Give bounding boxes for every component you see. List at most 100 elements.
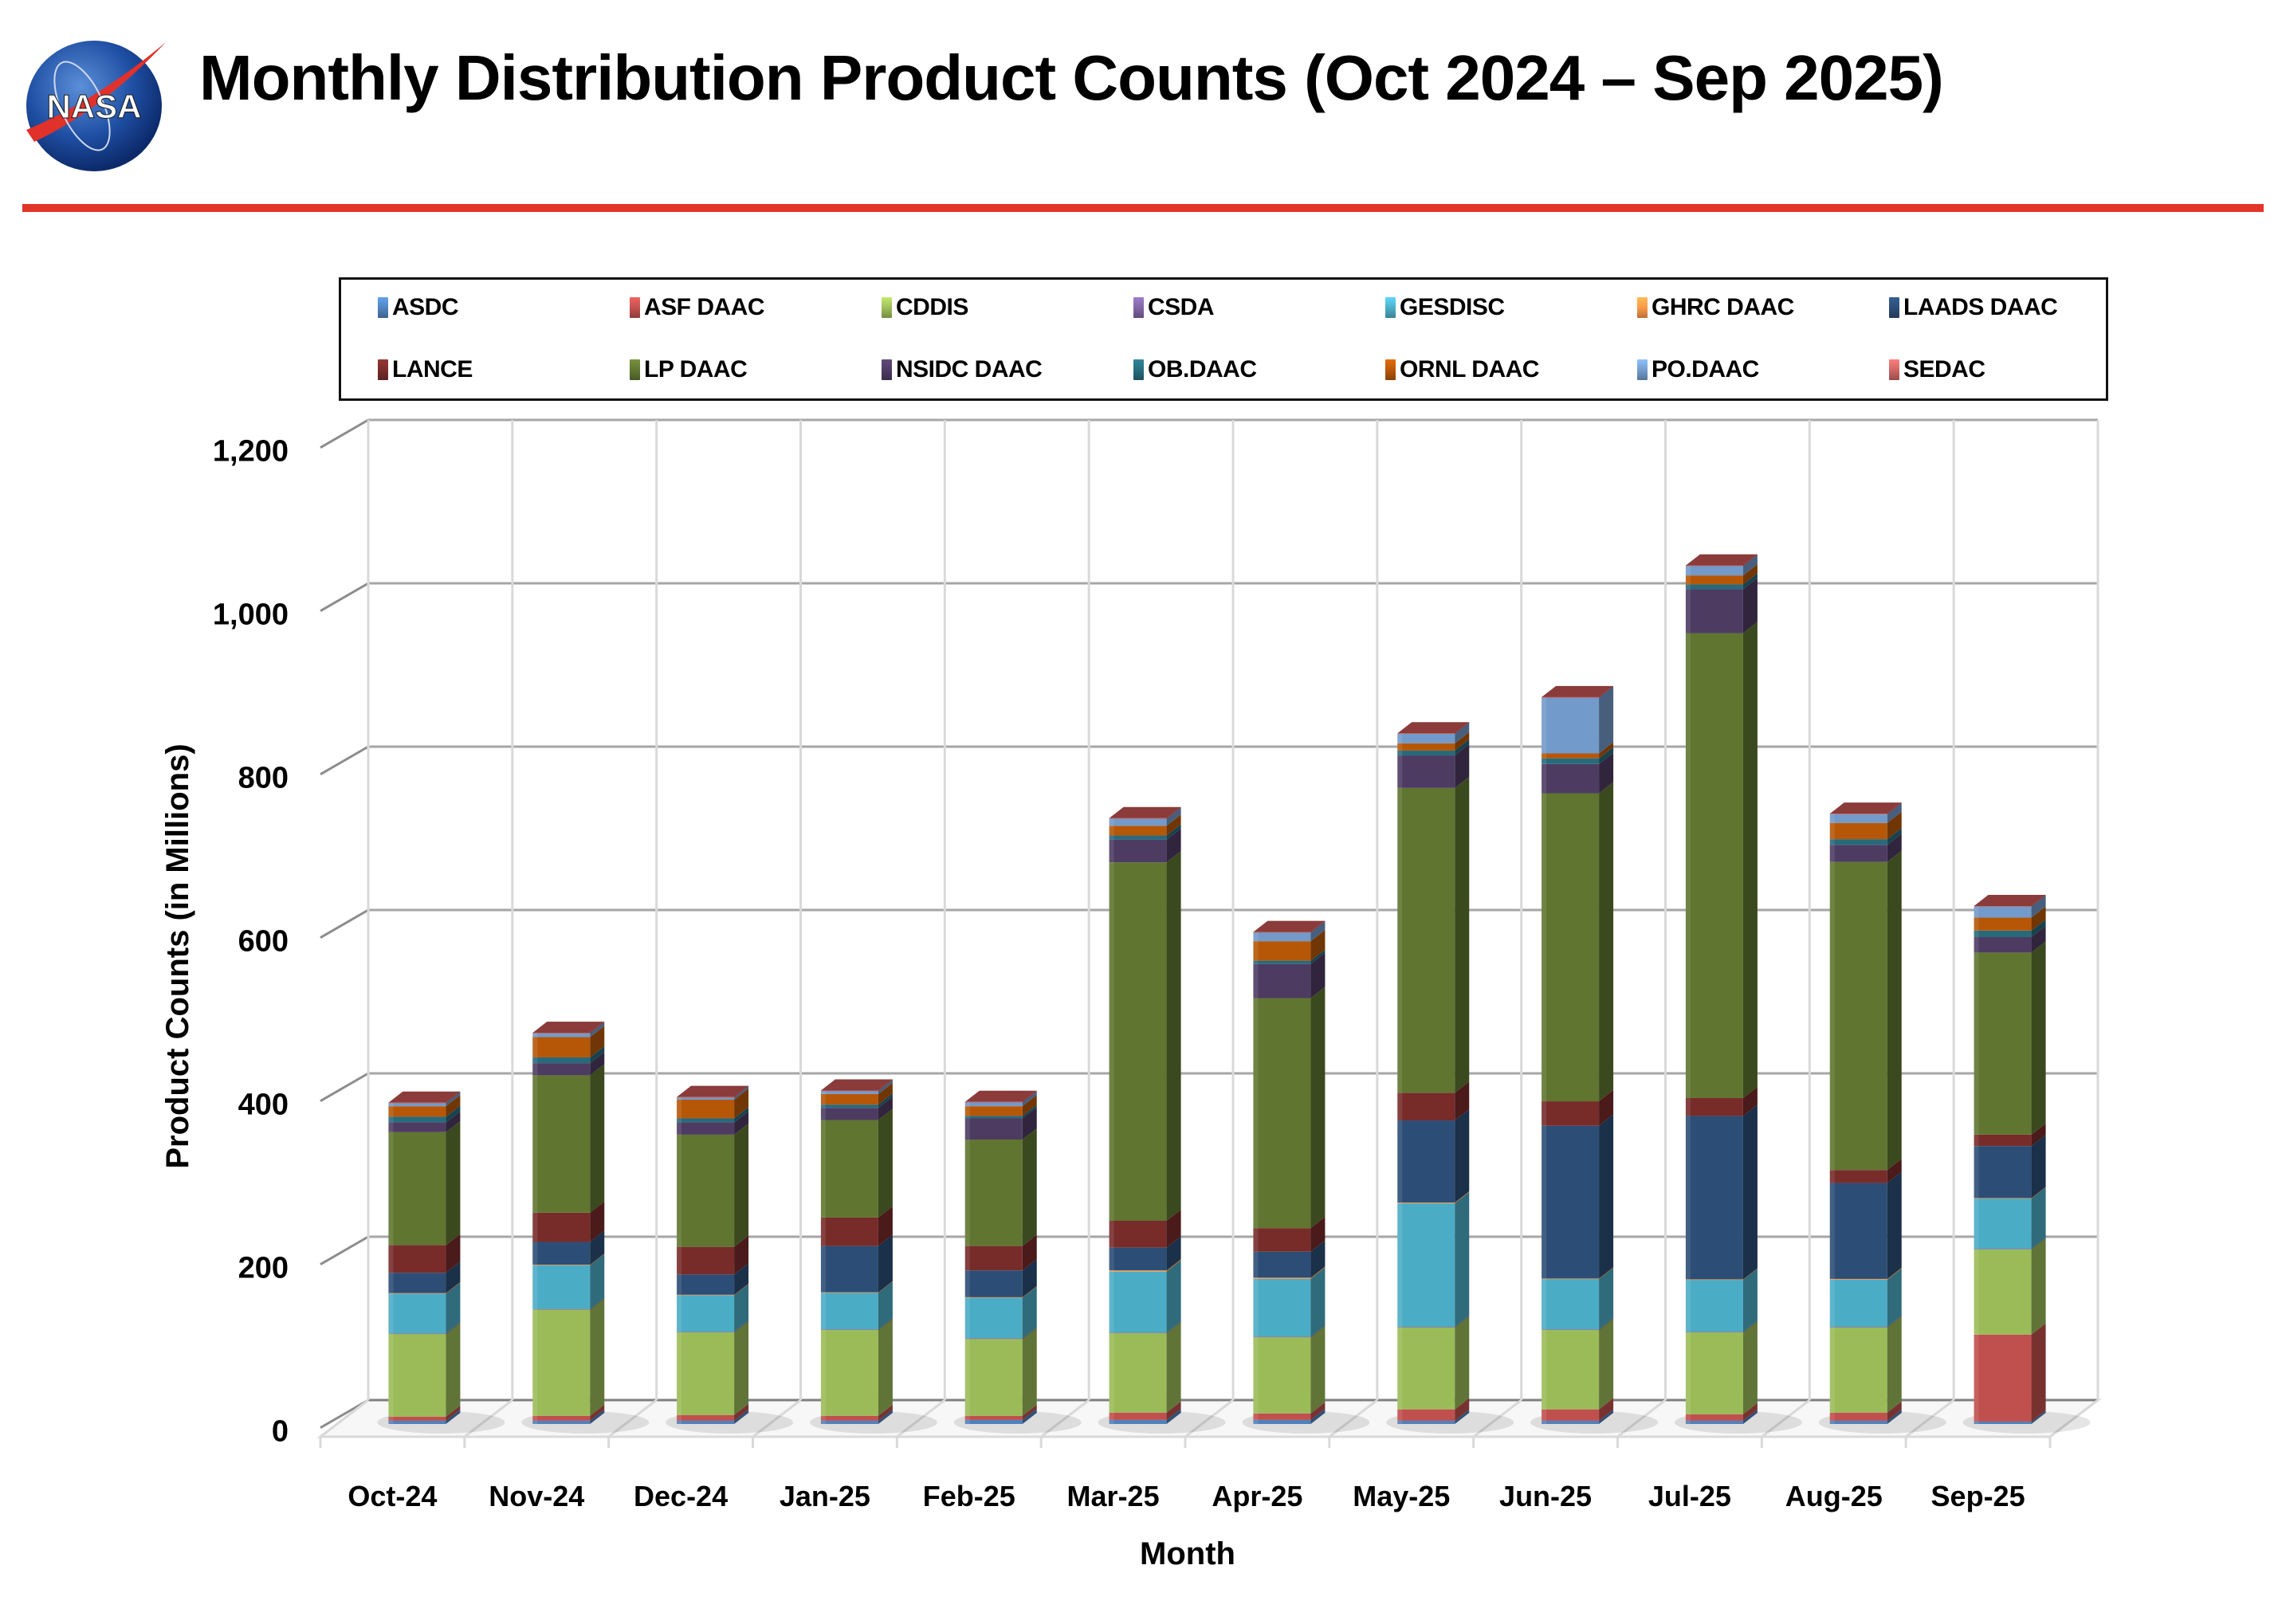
segment-side [734, 1123, 749, 1247]
segment-front [1109, 1271, 1167, 1333]
bar-segment-gesdisc [1397, 1192, 1470, 1328]
legend-label: GESDISC [1400, 294, 1505, 320]
segment-side [1022, 1286, 1037, 1339]
segment-side [446, 1322, 461, 1335]
segment-side [1887, 1316, 1902, 1413]
segment-side [1022, 1259, 1037, 1297]
floor-divider [320, 1398, 369, 1438]
bar-top-cap [1253, 920, 1326, 932]
side-wall-gridline [320, 418, 369, 449]
bar-segment-gesdisc [532, 1253, 605, 1309]
bar-segment-lp-daac [964, 1128, 1037, 1246]
legend-swatch-cddis [882, 297, 892, 318]
legend-swatch-ornl-daac [1385, 359, 1396, 380]
segment-front [964, 1338, 1023, 1340]
bar-segment-asdc [964, 1408, 1037, 1424]
segment-side [1166, 1210, 1181, 1248]
segment-side [1742, 622, 1758, 1098]
y-axis-ticks: 0 200 400 600 800 1,000 1,200 [213, 434, 289, 1448]
bar-segment-cddis [1829, 1316, 1902, 1413]
segment-side [1742, 573, 1758, 590]
bar-gloss [1974, 905, 1979, 1424]
bar-segment-ornl-daac [1974, 906, 2046, 931]
x-tick-label: Apr-25 [1212, 1480, 1302, 1512]
segment-side [1599, 1114, 1614, 1279]
segment-front [1829, 1420, 1887, 1424]
bar-segment-ghrc-daac [532, 1253, 605, 1265]
segment-front [1829, 814, 1887, 823]
segment-front [1109, 818, 1167, 819]
legend-item-po-daac: PO.DAAC [1637, 356, 1759, 383]
segment-side [590, 1201, 605, 1242]
segment-front [1397, 1202, 1455, 1204]
x-tick-label: Aug-25 [1785, 1480, 1883, 1512]
segment-front [532, 1063, 591, 1076]
floor-divider [752, 1398, 802, 1438]
legend-label: GHRC DAAC [1652, 294, 1794, 320]
floor-divider [463, 1398, 513, 1438]
bar-segment-csda [964, 1327, 1037, 1340]
legend-label: PO.DAAC [1652, 356, 1759, 382]
segment-side [1022, 1408, 1037, 1424]
legend-label: NSIDC DAAC [896, 356, 1043, 382]
segment-side [1310, 1402, 1326, 1420]
header-divider [22, 204, 2264, 212]
segment-side [1742, 1320, 1758, 1333]
legend-swatch-lp-daac [630, 359, 640, 380]
segment-side [1022, 1128, 1037, 1246]
segment-side [1887, 1401, 1902, 1421]
legend-label: LP DAAC [644, 356, 748, 382]
segment-front [1974, 1334, 2032, 1422]
bar-segment-cddis [1397, 1316, 1470, 1410]
segment-side [1455, 1409, 1470, 1424]
segment-front [1542, 753, 1600, 759]
side-wall-gridline [320, 1235, 369, 1265]
segment-side [446, 1111, 461, 1132]
segment-side [1022, 1091, 1037, 1107]
segment-side [1166, 1321, 1181, 1334]
bar-gloss [1542, 696, 1547, 1424]
segment-front [1685, 1279, 1743, 1281]
y-tick-label: 400 [238, 1088, 289, 1121]
bar-segment-ob-daac [1109, 824, 1181, 840]
bar-segment-nsidc-daac [388, 1111, 461, 1132]
bar-segment-ornl-daac [532, 1026, 605, 1057]
side-wall-gridline [320, 908, 369, 939]
segment-front [532, 1037, 591, 1057]
bar-apr-25 [1242, 920, 1370, 1434]
chart-walls [316, 418, 2102, 1448]
bar-segment-ob-daac [820, 1093, 893, 1108]
bar-segment-ghrc-daac [388, 1281, 461, 1294]
segment-side [2031, 1238, 2046, 1335]
bar-segment-asf-daac [532, 1404, 605, 1421]
segment-side [1887, 834, 1902, 862]
bar-top-cap [1109, 806, 1181, 818]
segment-side [1455, 1081, 1470, 1121]
segment-side [1310, 952, 1326, 998]
segment-front [820, 1090, 878, 1092]
bar-segment-csda [1829, 1316, 1902, 1328]
bar-segment-ob-daac [677, 1107, 749, 1123]
segment-front [532, 1057, 591, 1064]
segment-side [1455, 1316, 1470, 1328]
segment-side [1166, 807, 1181, 826]
legend-swatch-lance [378, 359, 388, 380]
bar-segment-ghrc-daac [820, 1281, 893, 1293]
segment-front [532, 1420, 591, 1424]
segment-side [1599, 1267, 1614, 1330]
segment-side [590, 1045, 605, 1064]
bar-segment-ob-daac [1829, 828, 1902, 845]
segment-front [820, 1090, 878, 1094]
segment-side [1166, 1401, 1181, 1420]
segment-side [1310, 1217, 1326, 1252]
bar-segment-cddis [820, 1318, 893, 1416]
segment-front [1397, 1327, 1455, 1410]
segment-side [2031, 894, 2046, 907]
bar-top-cap [1829, 802, 1902, 814]
segment-front [1397, 1092, 1455, 1121]
segment-front [1397, 743, 1455, 751]
bar-segment-cddis [677, 1320, 749, 1415]
bar-gloss [964, 1101, 970, 1424]
bar-segment-po-daac [1109, 807, 1181, 826]
bar-segment-asf-daac [1829, 1401, 1902, 1421]
